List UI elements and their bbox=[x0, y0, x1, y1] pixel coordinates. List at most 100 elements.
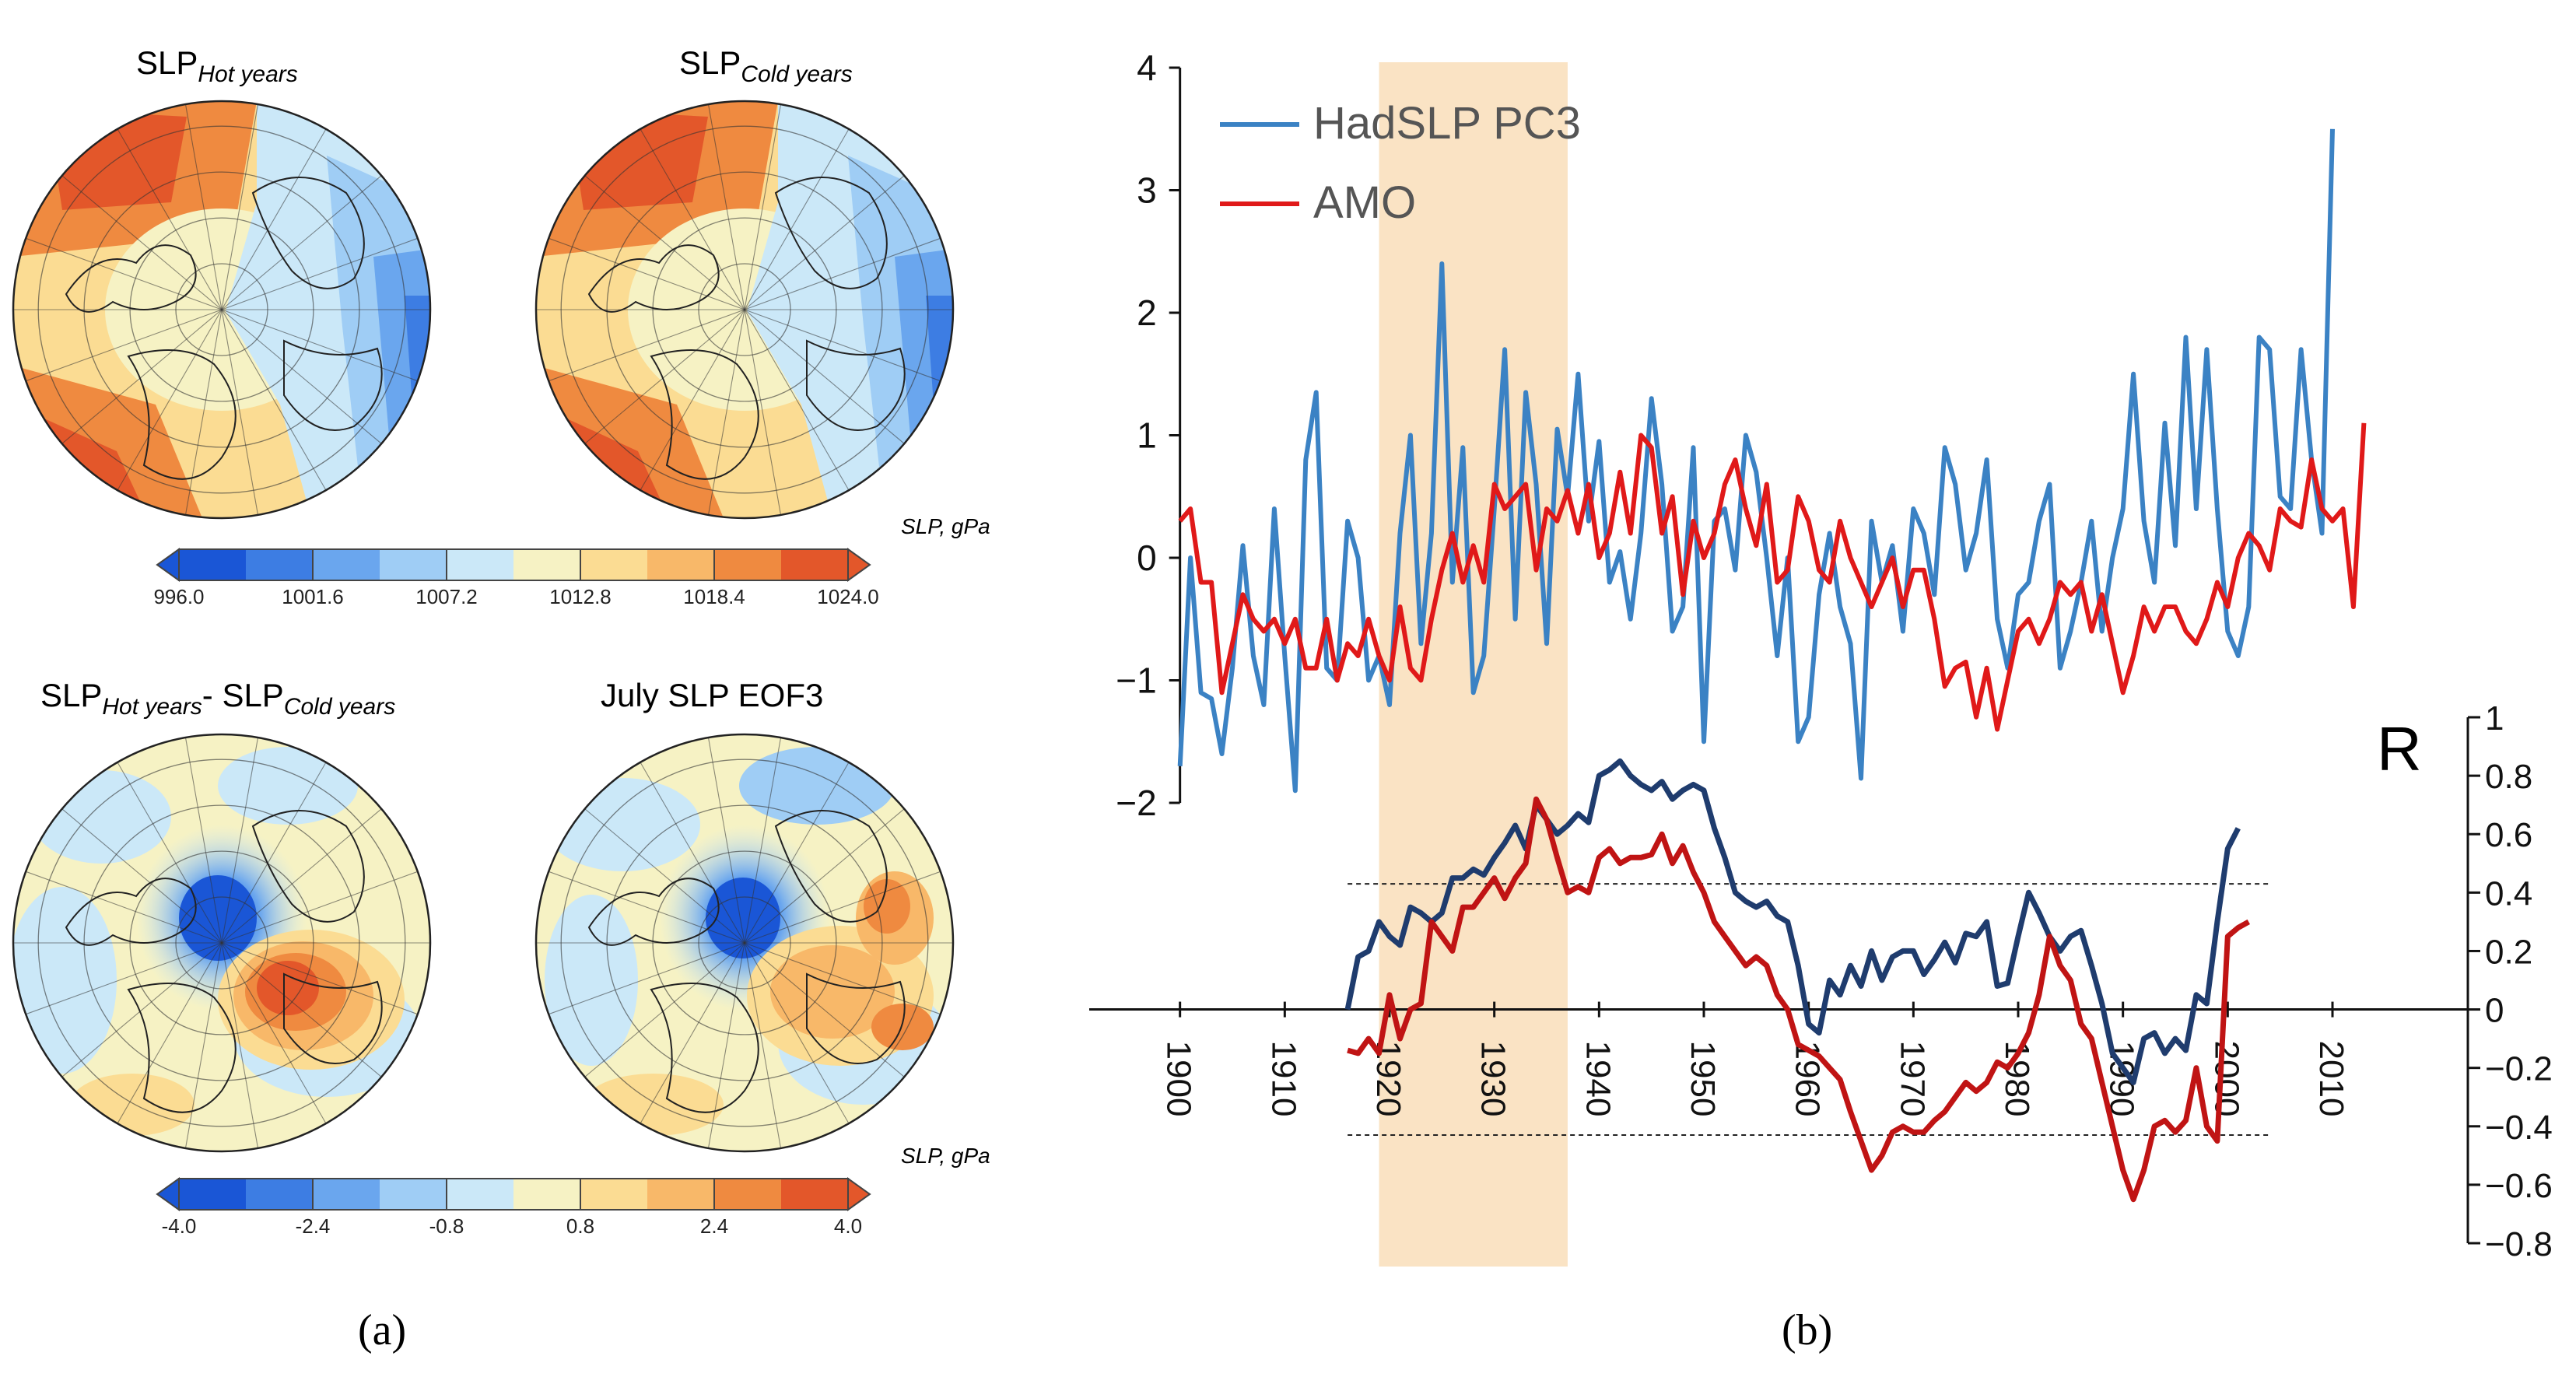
top-axis-tick-label: −2 bbox=[1116, 783, 1156, 823]
meridian-line bbox=[744, 871, 941, 944]
map-border bbox=[12, 100, 432, 520]
colorbar-tick-label: 4.0 bbox=[834, 1214, 862, 1238]
colorbar-swatch bbox=[246, 1179, 314, 1210]
meridian-line bbox=[744, 942, 782, 1148]
r-axis-tick-label: −0.2 bbox=[2485, 1050, 2553, 1088]
meridian-line bbox=[744, 309, 941, 382]
colorbar-tick-label: 996.0 bbox=[153, 585, 204, 608]
meridian-line bbox=[744, 128, 850, 310]
r-axis-title: R bbox=[2377, 714, 2422, 783]
colorbar-swatch bbox=[246, 549, 314, 580]
colorbar-tick-label: 1012.8 bbox=[549, 585, 612, 608]
meridian-line bbox=[61, 942, 223, 1077]
meridian-line bbox=[61, 309, 223, 444]
colorbar-swatch bbox=[647, 549, 715, 580]
x-axis: 1890 1900 1910 1920 1930 1940 1950 1960 1970 1980… bbox=[1089, 1001, 2468, 1117]
colorbar-over-triangle bbox=[847, 1177, 871, 1211]
meridian-line bbox=[744, 762, 850, 944]
colorbar-swatch bbox=[447, 549, 514, 580]
coastline bbox=[587, 177, 906, 480]
r-axis-tick-label: −0.6 bbox=[2485, 1167, 2553, 1205]
meridian-line bbox=[26, 871, 223, 944]
top-axis-tick-label: 1 bbox=[1137, 415, 1157, 456]
meridian-line bbox=[584, 942, 745, 1077]
colorbar-swatch bbox=[380, 1179, 447, 1210]
meridian-line bbox=[744, 175, 905, 310]
meridian-line bbox=[707, 309, 745, 515]
r-axis-tick-label: 0.2 bbox=[2485, 933, 2532, 971]
x-axis-tick-label: 1940 bbox=[1579, 1041, 1617, 1117]
colorbar-swatch bbox=[714, 549, 782, 580]
meridian-line bbox=[707, 942, 745, 1148]
meridian-line bbox=[221, 128, 327, 310]
panel-a-label: (a) bbox=[358, 1306, 406, 1354]
r-axis-tick-label: −0.4 bbox=[2485, 1109, 2553, 1147]
x-axis-tick-label: 1890 bbox=[1089, 1041, 1093, 1117]
x-axis-tick-label: 1900 bbox=[1160, 1041, 1198, 1117]
panel-b-label: (b) bbox=[1782, 1306, 1832, 1354]
x-axis-tick-label: 1910 bbox=[1264, 1041, 1302, 1117]
meridian-line bbox=[117, 128, 223, 310]
meridian-line bbox=[117, 942, 223, 1124]
map-border bbox=[534, 733, 955, 1153]
meridian-line bbox=[744, 309, 850, 491]
colorbar-swatch bbox=[580, 1179, 648, 1210]
meridian-line bbox=[184, 738, 223, 944]
meridian-line bbox=[221, 942, 382, 1077]
colorbar-top-unit: SLP, gPa bbox=[901, 514, 990, 538]
map-grid-2 bbox=[534, 100, 955, 520]
meridian-line bbox=[221, 309, 327, 491]
r-axis-tick-label: 1 bbox=[2485, 699, 2504, 738]
meridian-line bbox=[184, 942, 223, 1148]
map-border bbox=[12, 733, 432, 1153]
r-axis-tick-label: 0 bbox=[2485, 992, 2504, 1030]
x-axis-tick-label: 2010 bbox=[2312, 1041, 2350, 1117]
meridian-line bbox=[26, 237, 223, 310]
colorbar-swatch bbox=[513, 549, 581, 580]
legend-label-hadslp: HadSLP PC3 bbox=[1313, 98, 1581, 149]
map-title-eof3: July SLP EOF3 bbox=[601, 677, 823, 713]
meridian-line bbox=[221, 942, 259, 1148]
meridian-line bbox=[221, 237, 418, 310]
panel-b-chart: 4 3 2 1 0 −1 −2 1 0.8 0.6 0.4 0.2 0 −0.2 −0.4 −0.6 −0.8… bbox=[1089, 47, 2553, 1354]
colorbar-swatch bbox=[781, 549, 849, 580]
meridian-line bbox=[744, 942, 941, 1015]
colorbar-tick-label: 0.8 bbox=[566, 1214, 594, 1238]
meridian-line bbox=[221, 808, 382, 944]
colorbar-swatch bbox=[313, 1179, 380, 1210]
meridian-line bbox=[744, 942, 850, 1124]
x-axis-tick-label: 1930 bbox=[1474, 1041, 1512, 1117]
series-line-hadslp-pc3 bbox=[1177, 128, 2335, 794]
r-axis-tick-label: 0.4 bbox=[2485, 874, 2532, 913]
r-axis: 1 0.8 0.6 0.4 0.2 0 −0.2 −0.4 −0.6 −0.8 bbox=[2466, 699, 2553, 1263]
x-axis-tick-label: 1920 bbox=[1369, 1041, 1407, 1117]
meridian-line bbox=[221, 175, 382, 310]
colorbar-swatch bbox=[380, 549, 447, 580]
meridian-line bbox=[221, 309, 382, 444]
legend-label-amo: AMO bbox=[1313, 177, 1416, 228]
colorbar-tick-label: -0.8 bbox=[429, 1214, 464, 1238]
colorbar-under-triangle bbox=[156, 548, 180, 582]
meridian-line bbox=[744, 808, 905, 944]
meridian-line bbox=[584, 808, 745, 944]
meridian-line bbox=[640, 942, 745, 1124]
map-grid-overlays bbox=[12, 100, 955, 1153]
meridian-line bbox=[744, 309, 782, 515]
colorbar-swatch bbox=[513, 1179, 581, 1210]
colorbar-bottom-unit: SLP, gPa bbox=[901, 1144, 990, 1168]
meridian-line bbox=[61, 175, 223, 310]
colorbar-swatch bbox=[781, 1179, 849, 1210]
colorbar-swatch bbox=[647, 1179, 715, 1210]
meridian-line bbox=[640, 762, 745, 944]
meridian-line bbox=[584, 309, 745, 444]
meridian-line bbox=[548, 942, 745, 1015]
meridian-line bbox=[640, 309, 745, 491]
colorbar-under-triangle bbox=[156, 1177, 180, 1211]
meridian-line bbox=[744, 237, 941, 310]
map-border bbox=[534, 100, 955, 520]
top-axis-tick-label: 3 bbox=[1137, 170, 1157, 211]
legend: HadSLP PC3 AMO bbox=[1220, 98, 1581, 228]
meridian-line bbox=[707, 738, 745, 944]
map-title-hot: SLPHot years bbox=[136, 44, 298, 87]
